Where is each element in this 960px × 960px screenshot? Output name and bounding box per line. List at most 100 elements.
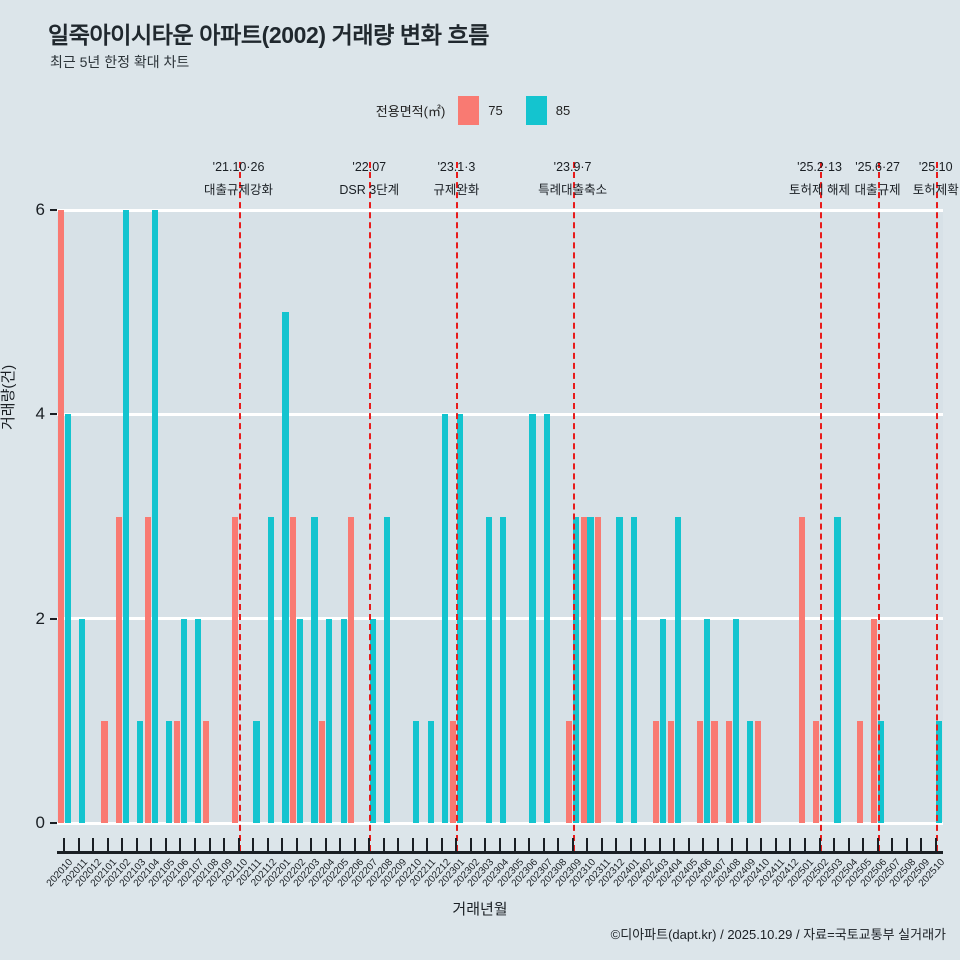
x-tick-mark xyxy=(106,838,109,851)
bar xyxy=(580,516,587,823)
bar xyxy=(267,516,275,823)
bar xyxy=(413,720,420,823)
x-tick-mark xyxy=(600,838,603,851)
event-line xyxy=(819,162,822,851)
bar xyxy=(253,720,260,823)
x-tick-mark xyxy=(237,838,240,851)
x-tick-mark xyxy=(339,838,342,851)
event-label: 규제완화 xyxy=(433,183,480,197)
bar xyxy=(877,720,885,823)
bar xyxy=(711,720,718,823)
event-label: DSR 3단계 xyxy=(339,183,400,197)
bar xyxy=(543,414,551,823)
x-tick-mark xyxy=(368,838,371,851)
x-tick-mark xyxy=(513,838,516,851)
bar xyxy=(449,720,457,823)
bar xyxy=(572,516,580,823)
event-line xyxy=(935,162,938,851)
y-tick-mark xyxy=(50,617,57,620)
x-tick-mark xyxy=(382,838,385,851)
bar xyxy=(282,312,289,823)
y-axis: 0 2 4 6 xyxy=(0,200,57,832)
bar xyxy=(595,516,602,823)
gridline xyxy=(57,208,943,212)
bar xyxy=(566,720,573,823)
bar xyxy=(195,618,202,823)
bar xyxy=(798,516,805,823)
event-label: 토허제확 xyxy=(912,183,959,197)
x-tick-mark xyxy=(164,838,167,851)
bar xyxy=(369,618,376,823)
bar xyxy=(319,720,326,823)
x-tick-mark xyxy=(77,838,80,851)
x-tick-mark xyxy=(847,838,850,851)
x-tick-mark xyxy=(702,838,705,851)
gridline xyxy=(57,412,943,416)
x-tick-mark xyxy=(208,838,211,851)
x-tick-mark xyxy=(179,838,182,851)
x-tick-mark xyxy=(629,838,632,851)
bar xyxy=(813,720,820,823)
gridline xyxy=(57,617,943,621)
bar xyxy=(384,516,391,823)
bar xyxy=(166,720,173,823)
bar xyxy=(144,516,152,823)
bar xyxy=(500,516,507,823)
legend-swatch-85 xyxy=(525,96,547,125)
x-tick-mark xyxy=(745,838,748,851)
event-annotation: '21.10·26 대출규제강화 xyxy=(204,160,273,198)
bar xyxy=(834,516,841,823)
bar xyxy=(326,618,333,823)
bar xyxy=(296,618,304,823)
x-tick-mark xyxy=(673,838,676,851)
bar xyxy=(587,516,594,823)
bars-layer xyxy=(57,210,943,823)
bar xyxy=(754,720,762,823)
event-date: '23.9·7 xyxy=(553,160,592,174)
x-tick-mark xyxy=(353,838,356,851)
x-tick-mark xyxy=(687,838,690,851)
event-label: 토허제 해제 xyxy=(789,183,851,197)
legend-label-75: 75 xyxy=(488,103,503,118)
bar xyxy=(631,516,638,823)
x-tick-mark xyxy=(934,838,937,851)
x-tick-mark xyxy=(223,838,226,851)
y-axis-title: 거래량(건) xyxy=(0,364,17,430)
x-tick-mark xyxy=(281,838,284,851)
x-tick-mark xyxy=(557,838,560,851)
bar xyxy=(137,720,144,823)
bar xyxy=(79,618,86,823)
event-label: 대출규제강화 xyxy=(204,183,274,197)
x-tick-mark xyxy=(121,838,124,851)
page-subtitle: 최근 5년 한정 확대 차트 xyxy=(50,54,190,70)
x-tick-mark xyxy=(499,838,501,851)
x-tick-mark xyxy=(586,838,589,851)
event-annotation: '25.2·13 토허제 해제 xyxy=(789,160,850,198)
event-line xyxy=(456,162,459,851)
x-tick-mark xyxy=(150,838,153,851)
x-axis-line xyxy=(57,851,943,854)
x-tick-mark xyxy=(644,838,647,851)
bar xyxy=(122,210,129,823)
bar xyxy=(667,720,674,823)
bar xyxy=(57,210,64,823)
bar xyxy=(203,720,210,823)
y-tick-label: 4 xyxy=(35,404,45,424)
event-date: '23.1·3 xyxy=(437,160,476,174)
y-tick-mark xyxy=(50,413,57,416)
x-tick-mark xyxy=(397,838,400,851)
x-tick-mark xyxy=(731,838,734,851)
page-title: 일죽아이시타운 아파트(2002) 거래량 변화 흐름 xyxy=(48,22,489,48)
x-tick-mark xyxy=(891,838,894,851)
x-tick-mark xyxy=(92,838,95,851)
event-date: '22.07 xyxy=(352,160,387,174)
x-tick-mark xyxy=(818,838,821,851)
bar xyxy=(173,720,181,823)
bar xyxy=(529,414,536,823)
event-line xyxy=(877,162,880,851)
x-tick-mark xyxy=(295,838,298,851)
bar xyxy=(703,618,710,823)
x-tick-mark xyxy=(905,838,908,851)
bar xyxy=(180,618,187,823)
legend-swatch-75 xyxy=(458,96,480,125)
